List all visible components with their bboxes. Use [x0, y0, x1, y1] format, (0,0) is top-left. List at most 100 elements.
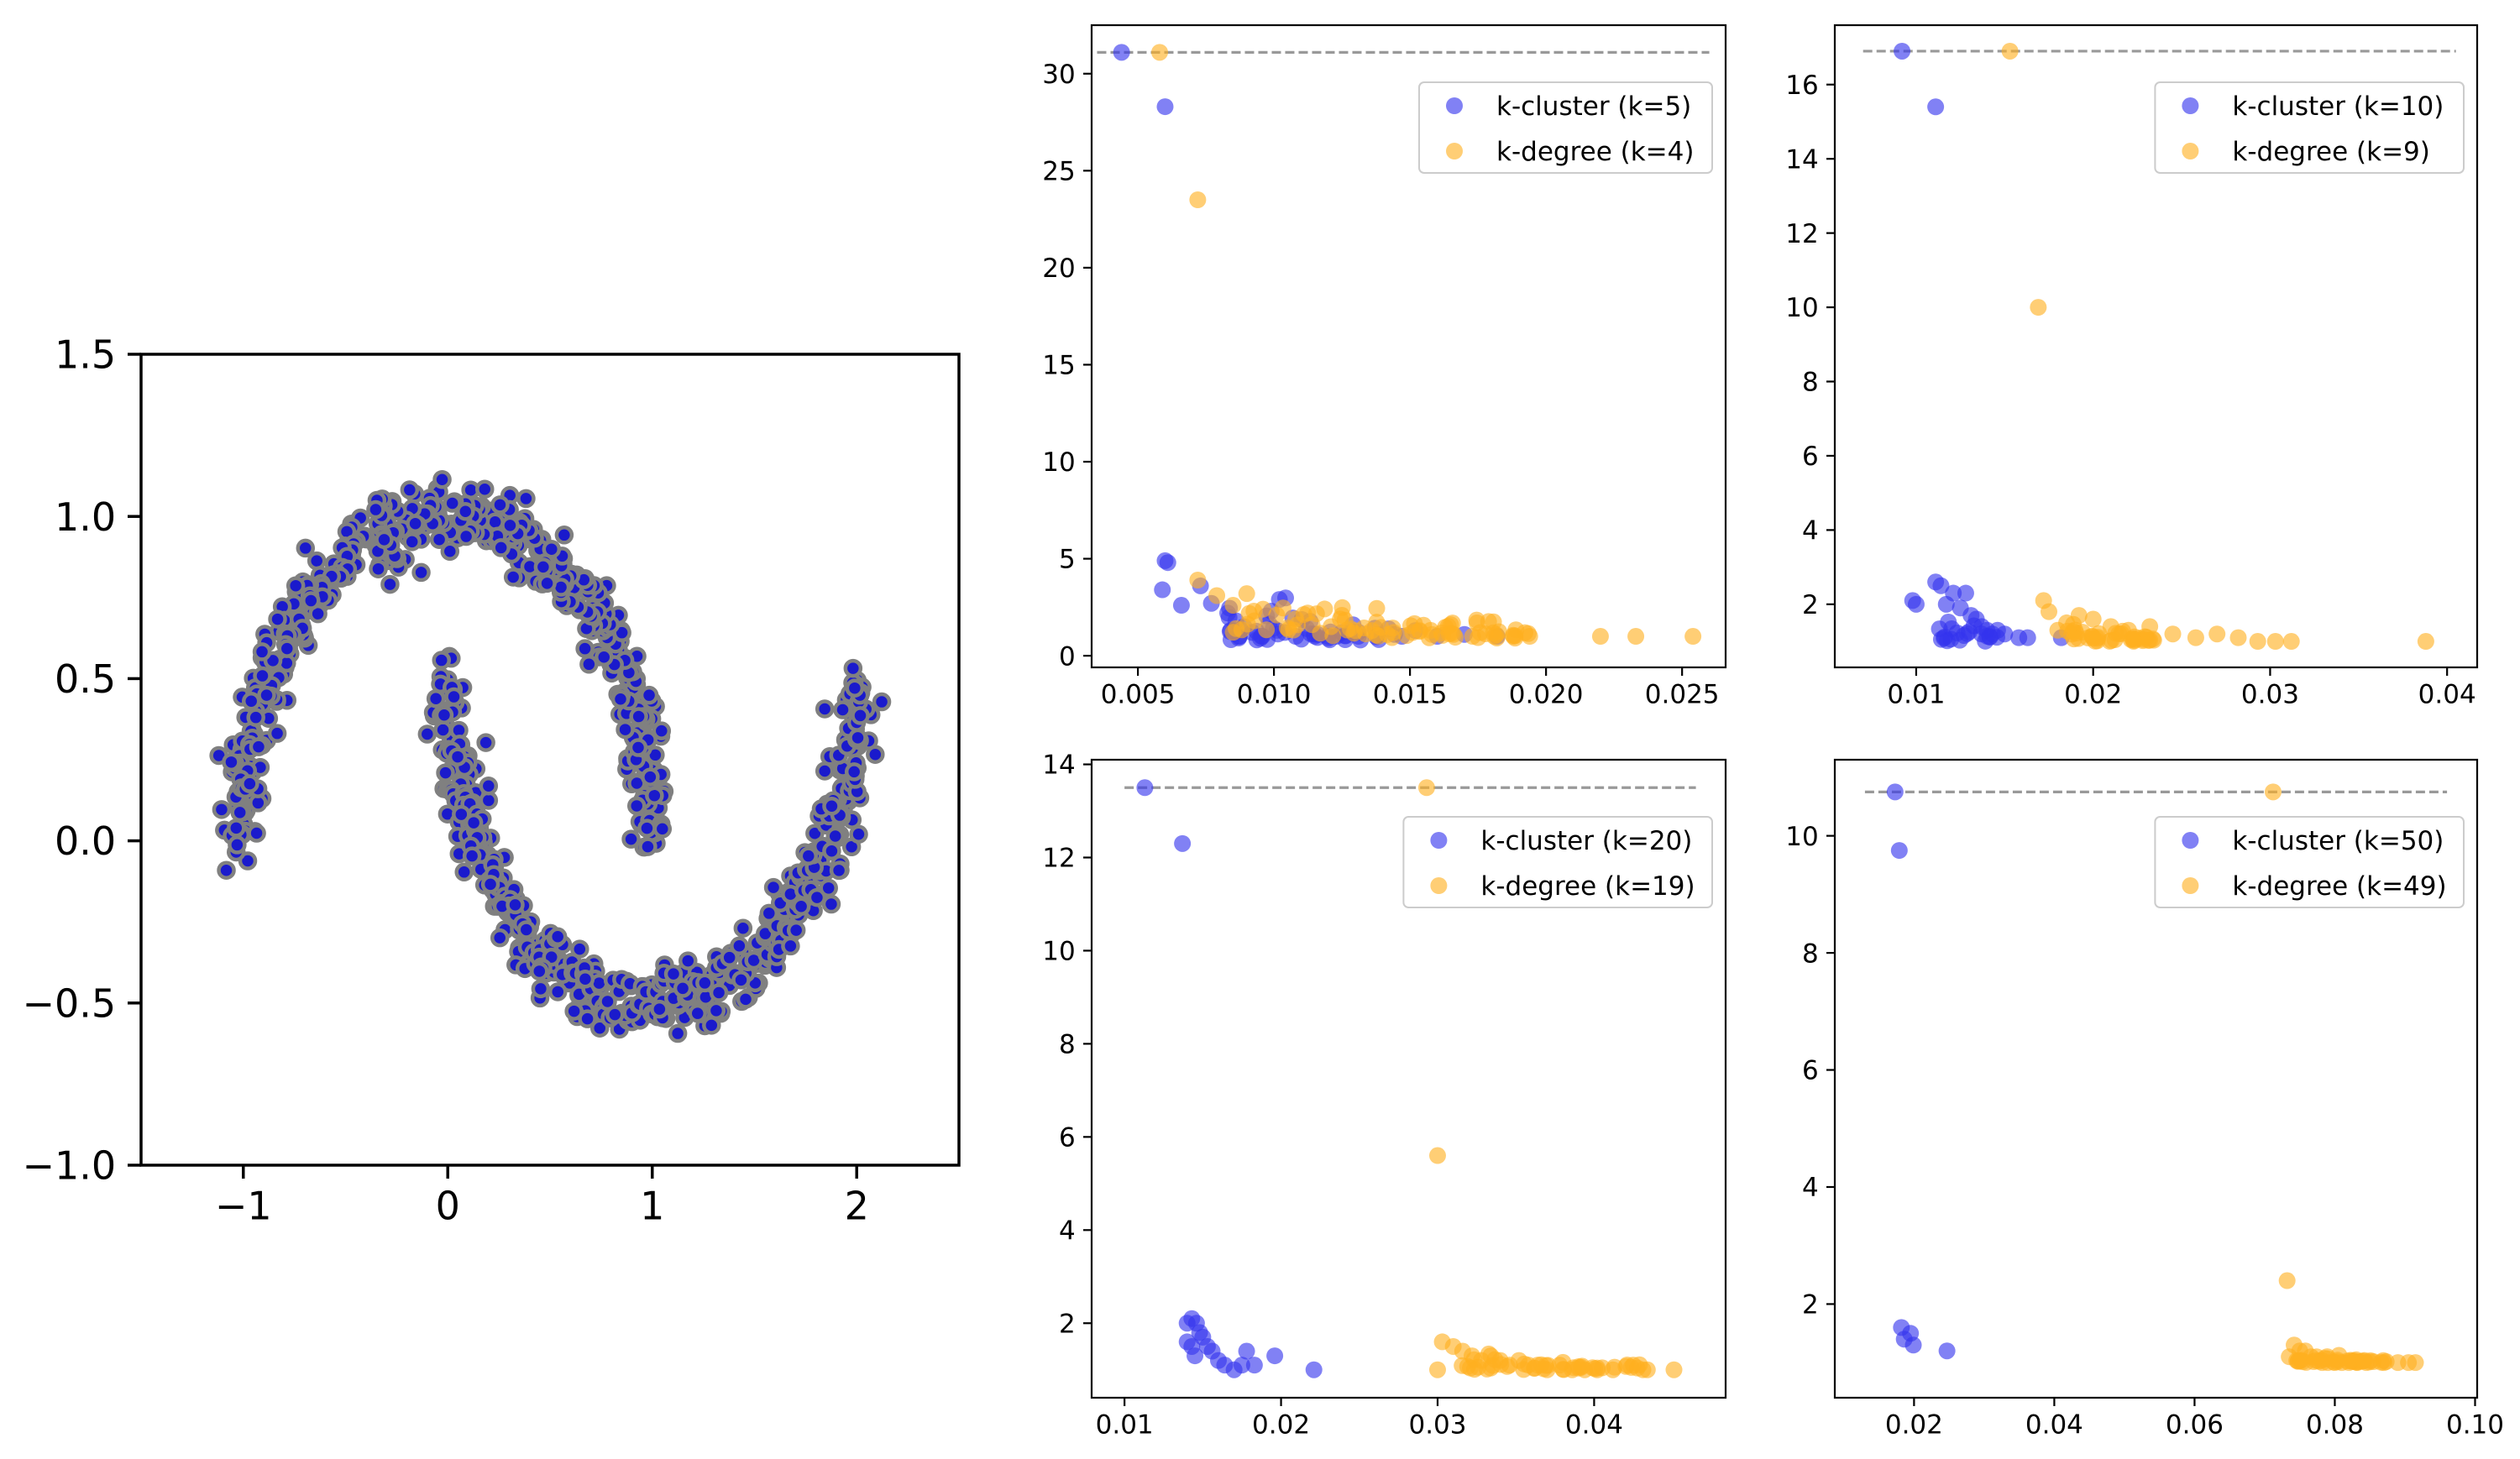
moon-point [547, 927, 568, 947]
legend-label: k-cluster (k=50) [2232, 826, 2444, 856]
legend-marker [1430, 877, 1448, 894]
y-tick-label: 14 [1785, 144, 1818, 175]
moon-point [641, 767, 660, 787]
moon-point [579, 655, 599, 674]
moon-point [759, 903, 779, 923]
panel-k5-y-ticks: 0 5 10 15 20 25 30 [1042, 60, 1092, 672]
moon-point [720, 948, 739, 967]
data-point [1224, 597, 1242, 614]
moon-point [605, 1005, 625, 1024]
y-tick-label: 30 [1042, 60, 1075, 90]
moon-point [621, 829, 641, 849]
data-point [2229, 629, 2247, 646]
legend-marker [1430, 832, 1448, 849]
moon-point [807, 887, 827, 907]
data-point [2084, 610, 2102, 628]
y-tick-label: 8 [1802, 939, 1819, 969]
moon-point [503, 567, 523, 587]
legend-marker [1446, 97, 1463, 114]
moon-point [228, 835, 247, 855]
data-point [1238, 585, 1255, 603]
moon-point [436, 763, 455, 782]
moon-point [267, 724, 287, 743]
moon-point [464, 813, 484, 833]
y-tick-label: 8 [1802, 368, 1819, 398]
moon-point [476, 733, 495, 752]
y-tick-label: 2 [1802, 1290, 1819, 1320]
y-tick-label: 14 [1042, 750, 1075, 781]
legend-label: k-cluster (k=20) [1480, 826, 1692, 856]
panel-k20-series-cluster [1136, 779, 1323, 1378]
x-tick-label: 0.005 [1101, 680, 1176, 710]
y-tick-label: 2 [1059, 1309, 1076, 1339]
moon-point [241, 692, 261, 711]
moon-point [454, 862, 474, 882]
data-point [1631, 1356, 1648, 1373]
data-point [1274, 599, 1291, 617]
moon-point [845, 678, 865, 698]
data-point [1324, 627, 1342, 645]
data-point [1886, 783, 1904, 801]
moon-point [819, 878, 838, 898]
moon-point [652, 819, 673, 839]
panel-k50-y-ticks: 2 4 6 8 10 [1785, 822, 1835, 1320]
data-point [1938, 1342, 1956, 1360]
data-point [2164, 625, 2182, 643]
moon-point [822, 841, 841, 861]
data-point [1233, 1357, 1250, 1374]
moon-point [709, 983, 729, 1002]
moon-point [296, 538, 316, 558]
moon-point [375, 530, 394, 550]
moon-point [268, 609, 287, 629]
data-point [1584, 1359, 1601, 1377]
moon-point [637, 818, 657, 838]
panel-k10-y-ticks: 2 4 6 8 10 12 14 16 [1785, 71, 1835, 620]
panel-k50-frame [1833, 758, 2479, 1399]
panel-k10-frame [1833, 24, 2479, 669]
panel-k50-legend: k-cluster (k=50) k-degree (k=49) [2154, 816, 2465, 908]
data-point [1684, 628, 1702, 646]
data-point [1486, 1351, 1504, 1368]
data-point [1627, 628, 1645, 646]
data-point [1433, 626, 1451, 644]
legend-marker [2182, 832, 2199, 849]
data-point [2282, 633, 2300, 651]
y-tick-label: 5 [1059, 545, 1076, 575]
moon-point [663, 964, 684, 984]
x-tick-label: 0.01 [1887, 680, 1945, 710]
moon-point [433, 720, 453, 740]
moon-point [448, 747, 468, 766]
moon-point [575, 970, 595, 989]
moon-point [554, 526, 574, 545]
panel-k20-plot-area [1124, 779, 1696, 1378]
moon-point [626, 796, 647, 816]
panel-k5-plot-area [1097, 44, 1710, 649]
data-point [1904, 1336, 1922, 1354]
legend-label: k-degree (k=9) [2232, 137, 2429, 167]
moon-point [639, 685, 659, 705]
data-point [1136, 779, 1154, 797]
moon-point [610, 689, 631, 709]
moons-y-ticks: −1.0 −0.5 0.0 0.5 1.0 1.5 [22, 332, 141, 1189]
data-point [1428, 1361, 1446, 1378]
data-point [1981, 628, 1999, 646]
data-point [1266, 1347, 1284, 1365]
moon-point [799, 846, 819, 865]
y-tick-label: 0.5 [55, 656, 116, 702]
moon-point [429, 530, 449, 549]
panel-k20-frame [1090, 758, 1727, 1399]
x-tick-label: 0.010 [1237, 680, 1312, 710]
moon-point [500, 515, 520, 536]
legend-label: k-degree (k=4) [1496, 137, 1694, 167]
x-tick-label: 0.10 [2446, 1410, 2504, 1441]
x-tick-label: 0.04 [2418, 680, 2476, 710]
moon-point [286, 576, 306, 595]
data-point [2001, 42, 2019, 60]
data-point [2103, 631, 2120, 649]
moon-point [432, 469, 452, 489]
data-point [1305, 1361, 1323, 1378]
moon-point [564, 1001, 584, 1021]
moon-point [246, 708, 265, 727]
x-tick-label: 0.015 [1373, 680, 1448, 710]
data-point [1208, 587, 1226, 604]
